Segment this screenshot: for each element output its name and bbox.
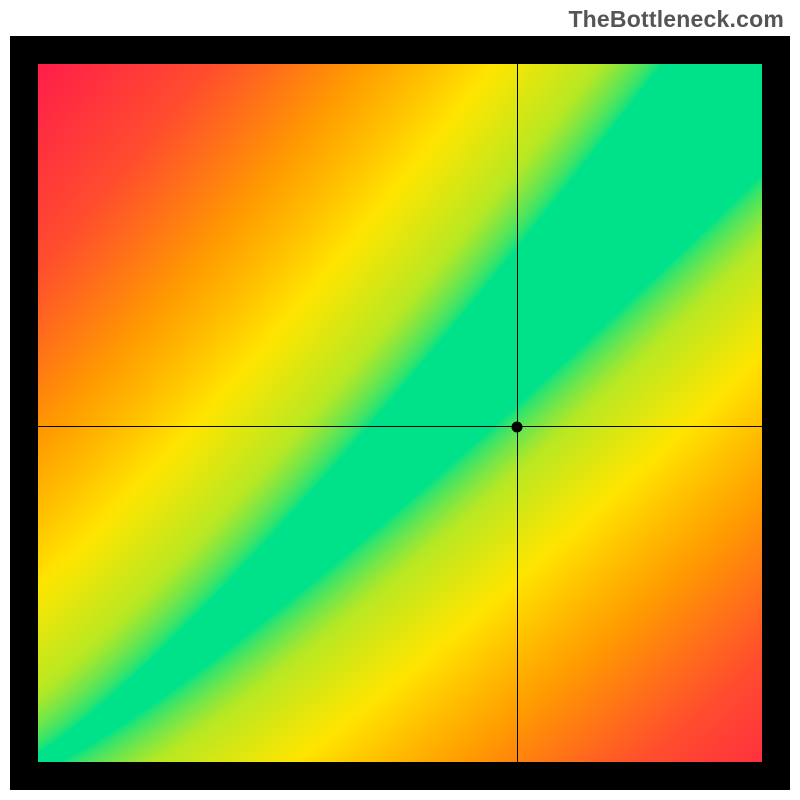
crosshair-marker-dot (512, 421, 523, 432)
crosshair-horizontal-line (38, 426, 762, 427)
bottleneck-heatmap (38, 64, 762, 762)
chart-container: TheBottleneck.com (0, 0, 800, 800)
crosshair-vertical-line (517, 64, 518, 762)
watermark-text: TheBottleneck.com (568, 6, 784, 33)
